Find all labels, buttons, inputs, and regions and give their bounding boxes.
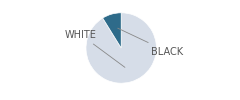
Text: WHITE: WHITE <box>65 30 125 67</box>
Text: BLACK: BLACK <box>118 28 183 56</box>
Wedge shape <box>103 13 121 48</box>
Wedge shape <box>86 13 156 83</box>
